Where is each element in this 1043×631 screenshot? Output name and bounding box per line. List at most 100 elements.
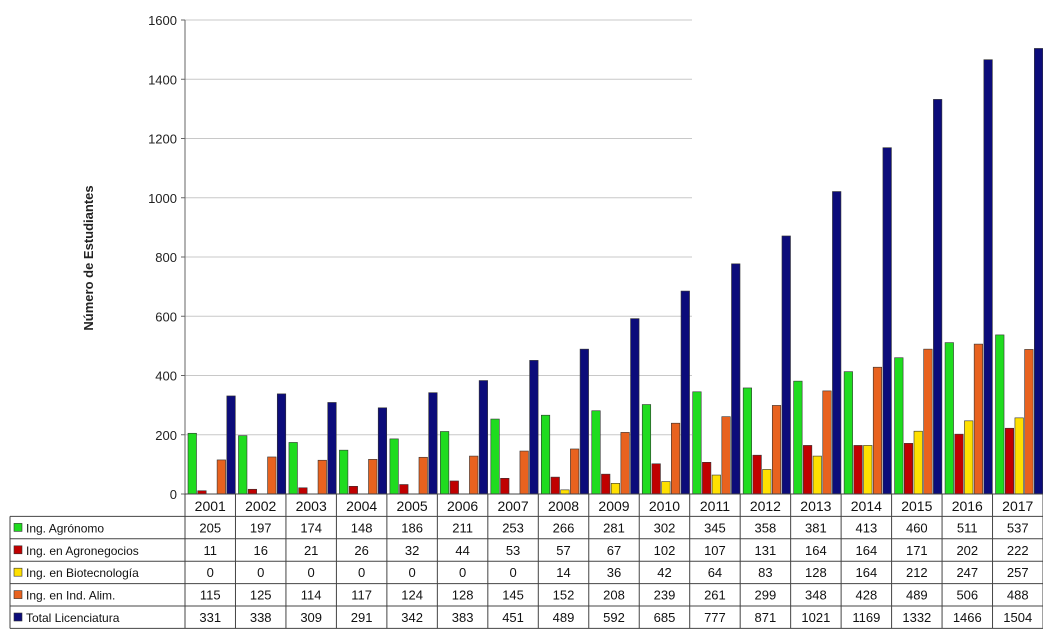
data-label: 489 bbox=[553, 610, 575, 625]
bar-2016-series-4 bbox=[983, 59, 993, 495]
legend-entry: Total Licenciatura bbox=[26, 611, 120, 625]
bar-2009-series-4 bbox=[630, 318, 640, 495]
bar-2017-series-4 bbox=[1034, 48, 1043, 495]
bar-2014-series-3 bbox=[872, 366, 883, 495]
y-tick-label: 800 bbox=[155, 250, 177, 265]
x-tick-label: 2006 bbox=[447, 498, 478, 514]
legend-swatch bbox=[13, 545, 23, 555]
legend-swatch bbox=[13, 567, 23, 577]
x-tick-label: 2009 bbox=[598, 498, 629, 514]
data-label: 197 bbox=[250, 520, 272, 535]
bar-2002-series-3 bbox=[267, 456, 277, 495]
data-label: 342 bbox=[401, 610, 423, 625]
bar-2011-series-1 bbox=[702, 462, 712, 495]
data-label: 685 bbox=[654, 610, 676, 625]
data-label: 460 bbox=[906, 520, 928, 535]
bar-2003-series-1 bbox=[298, 487, 308, 495]
x-tick-label: 2010 bbox=[649, 498, 680, 514]
bar-2012-series-2 bbox=[762, 469, 772, 495]
data-label: 164 bbox=[856, 565, 878, 580]
y-tick-label: 400 bbox=[155, 369, 177, 384]
data-label: 506 bbox=[956, 588, 978, 603]
x-tick-label: 2011 bbox=[700, 498, 730, 514]
y-axis-label: Número de Estudiantes bbox=[81, 185, 96, 330]
bar-2013-series-4 bbox=[832, 191, 842, 495]
bar-2010-series-3 bbox=[671, 422, 681, 495]
bar-2002-series-4 bbox=[276, 393, 287, 495]
x-tick-label: 2008 bbox=[548, 498, 579, 514]
data-label: 164 bbox=[856, 543, 878, 558]
data-label: 381 bbox=[805, 520, 827, 535]
bars bbox=[187, 48, 1043, 495]
data-label: 309 bbox=[300, 610, 322, 625]
data-label: 107 bbox=[704, 543, 726, 558]
y-tick-label: 1000 bbox=[148, 191, 177, 206]
data-label: 261 bbox=[704, 588, 726, 603]
legend-entry: Ing. en Agronegocios bbox=[26, 544, 139, 558]
x-tick-label: 2005 bbox=[397, 498, 428, 514]
bar-2012-series-1 bbox=[752, 454, 762, 495]
data-label: 186 bbox=[401, 520, 423, 535]
data-label: 0 bbox=[257, 565, 264, 580]
bar-2005-series-1 bbox=[399, 484, 409, 495]
x-tick-label: 2004 bbox=[346, 498, 377, 514]
bar-2009-series-1 bbox=[601, 473, 611, 495]
bar-2009-series-2 bbox=[610, 483, 620, 495]
bar-2013-series-0 bbox=[793, 380, 803, 495]
bar-2007-series-4 bbox=[529, 360, 539, 495]
data-label: 299 bbox=[755, 588, 777, 603]
bar-2012-series-4 bbox=[781, 235, 791, 495]
data-label: 53 bbox=[506, 543, 520, 558]
legend-entry: Ing. en Ind. Alim. bbox=[26, 589, 115, 603]
data-label: 1169 bbox=[852, 610, 880, 625]
data-label: 592 bbox=[603, 610, 625, 625]
bar-2004-series-3 bbox=[368, 459, 378, 495]
data-label: 148 bbox=[351, 520, 373, 535]
data-label: 871 bbox=[755, 610, 777, 625]
bar-2013-series-1 bbox=[803, 445, 813, 495]
bar-2015-series-0 bbox=[894, 357, 904, 495]
bar-2011-series-4 bbox=[731, 263, 741, 495]
data-label: 358 bbox=[755, 520, 777, 535]
x-tick-label: 2017 bbox=[1002, 498, 1033, 514]
data-label: 253 bbox=[502, 520, 524, 535]
x-tick-label: 2001 bbox=[195, 498, 226, 514]
bar-2008-series-1 bbox=[550, 476, 560, 495]
data-label: 152 bbox=[553, 588, 575, 603]
bar-2009-series-3 bbox=[620, 432, 630, 495]
data-label: 331 bbox=[199, 610, 221, 625]
data-label: 428 bbox=[856, 588, 878, 603]
data-label: 1504 bbox=[1003, 610, 1032, 625]
data-label: 117 bbox=[351, 588, 372, 603]
data-label: 128 bbox=[805, 565, 827, 580]
x-tick-label: 2015 bbox=[901, 498, 932, 514]
bar-2001-series-3 bbox=[216, 459, 226, 495]
bar-2010-series-0 bbox=[641, 404, 652, 495]
data-label: 174 bbox=[300, 520, 322, 535]
data-label: 124 bbox=[401, 588, 423, 603]
data-label: 451 bbox=[502, 610, 524, 625]
bar-2006-series-3 bbox=[469, 455, 479, 495]
y-tick-label: 1400 bbox=[148, 72, 177, 87]
bar-2004-series-0 bbox=[339, 449, 349, 495]
bar-2011-series-2 bbox=[711, 474, 721, 495]
bar-2015-series-1 bbox=[903, 443, 914, 495]
data-label: 32 bbox=[405, 543, 419, 558]
bar-2004-series-4 bbox=[377, 407, 388, 495]
bar-2016-series-2 bbox=[964, 420, 974, 495]
data-label: 145 bbox=[502, 588, 524, 603]
bar-2010-series-1 bbox=[651, 463, 661, 495]
data-label: 64 bbox=[708, 565, 722, 580]
bar-2016-series-0 bbox=[944, 342, 954, 495]
x-tick-label: 2007 bbox=[497, 498, 528, 514]
data-label: 239 bbox=[654, 588, 676, 603]
data-label: 0 bbox=[509, 565, 516, 580]
bar-2006-series-1 bbox=[449, 480, 459, 495]
bar-2015-series-4 bbox=[933, 99, 943, 495]
data-label: 537 bbox=[1007, 520, 1029, 535]
data-label: 348 bbox=[805, 588, 827, 603]
bar-2008-series-4 bbox=[579, 348, 589, 495]
bar-2003-series-3 bbox=[317, 459, 327, 495]
legend-entry: Ing. en Biotecnología bbox=[26, 566, 139, 580]
data-label: 36 bbox=[607, 565, 621, 580]
